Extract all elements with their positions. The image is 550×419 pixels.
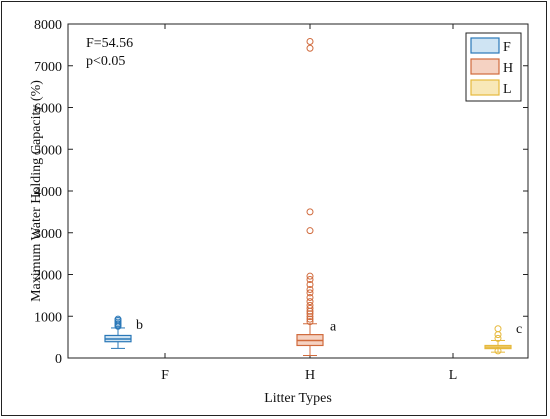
x-tick-label: L bbox=[449, 368, 458, 383]
outlier-point bbox=[494, 325, 502, 333]
legend-swatch bbox=[470, 58, 500, 75]
outlier-point bbox=[494, 347, 502, 355]
outlier-point bbox=[494, 334, 502, 342]
y-tick-label: 0 bbox=[55, 352, 62, 367]
y-tick-label: 6000 bbox=[34, 102, 62, 117]
outlier-point bbox=[306, 289, 314, 297]
outlier-point bbox=[306, 281, 314, 289]
y-tick-label: 4000 bbox=[34, 185, 62, 200]
outlier-point bbox=[306, 44, 314, 52]
annotation-p-value: p<0.05 bbox=[86, 54, 125, 69]
y-tick-label: 1000 bbox=[34, 310, 62, 325]
legend-label: L bbox=[503, 82, 512, 97]
outlier-point bbox=[114, 315, 122, 323]
box-group-h: a bbox=[296, 38, 337, 356]
y-tick-label: 7000 bbox=[34, 60, 62, 75]
outlier-point bbox=[306, 293, 314, 301]
group-label-l: c bbox=[516, 322, 522, 337]
outlier-point bbox=[306, 208, 314, 216]
y-axis-label: Maximum Water Holding Capacity (%) bbox=[29, 80, 44, 302]
y-tick-label: 5000 bbox=[34, 143, 62, 158]
box-group-l: c bbox=[484, 322, 522, 355]
y-tick-label: 2000 bbox=[34, 269, 62, 284]
legend-swatch bbox=[470, 37, 500, 54]
group-label-h: a bbox=[330, 319, 337, 334]
outlier-point bbox=[306, 286, 314, 294]
annotation-f-stat: F=54.56 bbox=[86, 36, 133, 51]
outlier-point bbox=[494, 331, 502, 339]
outlier-point bbox=[306, 301, 314, 309]
box-group-f: b bbox=[104, 315, 143, 349]
outlier-point bbox=[306, 310, 314, 318]
x-tick-label: F bbox=[161, 368, 169, 383]
legend-label: F bbox=[503, 40, 511, 55]
outlier-point bbox=[306, 304, 314, 312]
group-label-f: b bbox=[136, 318, 143, 333]
outlier-point bbox=[306, 313, 314, 321]
plot-area bbox=[67, 23, 529, 359]
outlier-point bbox=[306, 315, 314, 323]
x-tick-label: H bbox=[305, 368, 315, 383]
x-axis-label: Litter Types bbox=[264, 391, 332, 406]
outlier-point bbox=[306, 272, 314, 280]
legend: FHL bbox=[465, 32, 522, 102]
legend-swatch bbox=[470, 79, 500, 96]
y-tick-label: 3000 bbox=[34, 227, 62, 242]
outlier-point bbox=[306, 298, 314, 306]
outlier-point bbox=[306, 227, 314, 235]
outlier-point bbox=[306, 38, 314, 46]
outlier-point bbox=[306, 318, 314, 326]
outlier-point bbox=[306, 276, 314, 284]
legend-label: H bbox=[503, 61, 513, 76]
y-tick-label: 8000 bbox=[34, 18, 62, 33]
y-axis: 0 1000 2000 3000 4000 5000 6000 7000 8000 bbox=[34, 18, 528, 367]
